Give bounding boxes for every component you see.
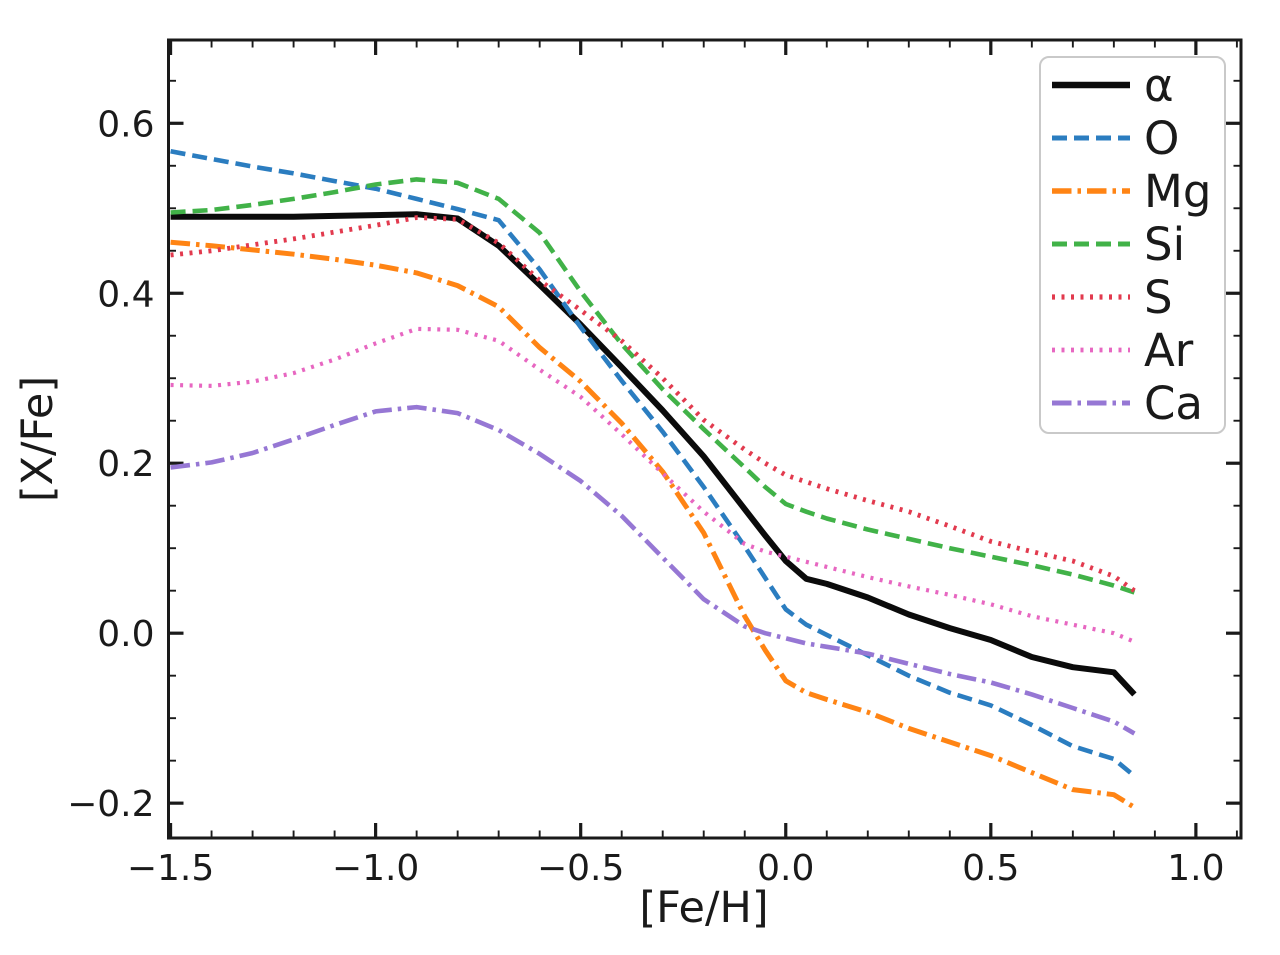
series-line-Mg xyxy=(170,239,1136,810)
x-tick-label: −1.5 xyxy=(127,848,214,889)
x-tick-label: −0.5 xyxy=(537,848,624,889)
legend-entry-Si: Si xyxy=(1052,218,1185,271)
series-line-alpha xyxy=(170,211,1137,697)
legend-label-O: O xyxy=(1144,112,1179,165)
x-tick-labels: −1.5 −1.0 −0.5 0.0 0.5 1.0 xyxy=(127,848,1225,889)
series-line-S xyxy=(170,215,1136,593)
y-tick-label: 0.0 xyxy=(97,614,154,655)
x-tick-label: 1.0 xyxy=(1167,848,1224,889)
legend-label-S: S xyxy=(1144,271,1173,324)
x-tick-label: 0.5 xyxy=(962,848,1019,889)
legend-entry-S: S xyxy=(1052,271,1173,324)
legend-box xyxy=(1039,56,1226,434)
legend-entry-alpha: α xyxy=(1052,59,1174,112)
x-axis-label: [Fe/H] xyxy=(639,883,768,933)
legend-entry-Ar: Ar xyxy=(1052,324,1194,377)
legend-label-Si: Si xyxy=(1144,218,1185,271)
legend-entry-Mg: Mg xyxy=(1052,165,1211,218)
y-tick-label: −0.2 xyxy=(67,784,154,825)
y-tick-label: 0.2 xyxy=(97,444,154,485)
series-line-O xyxy=(170,149,1136,778)
legend-label-alpha: α xyxy=(1144,59,1174,112)
y-axis-label: [X/Fe] xyxy=(13,376,63,502)
y-tick-label: 0.4 xyxy=(97,274,154,315)
series-lines xyxy=(170,149,1137,810)
series-line-Ca xyxy=(170,404,1136,736)
series-line-Ar xyxy=(170,326,1136,644)
x-tick-label: 0.0 xyxy=(757,848,814,889)
series-line-Si xyxy=(170,177,1136,595)
tick-marks xyxy=(168,40,1241,838)
legend-label-Mg: Mg xyxy=(1144,165,1211,218)
x-tick-label: −1.0 xyxy=(332,848,419,889)
y-tick-label: 0.6 xyxy=(97,104,154,145)
legend-label-Ar: Ar xyxy=(1144,324,1194,377)
y-tick-labels: −0.2 0.0 0.2 0.4 0.6 xyxy=(67,104,154,825)
plot-frame xyxy=(167,38,1243,840)
legend-label-Ca: Ca xyxy=(1144,377,1203,430)
legend-entry-O: O xyxy=(1052,112,1179,165)
legend-entry-Ca: Ca xyxy=(1052,377,1203,430)
